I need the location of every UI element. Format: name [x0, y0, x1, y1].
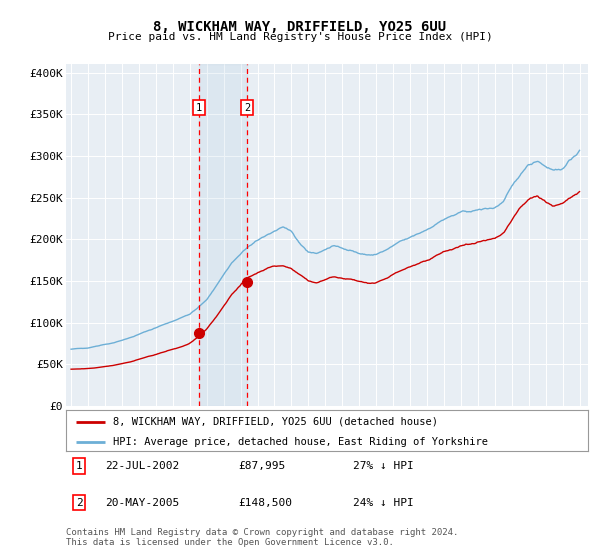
Text: 2: 2	[76, 498, 82, 507]
Text: 24% ↓ HPI: 24% ↓ HPI	[353, 498, 414, 507]
Bar	[199, 64, 247, 406]
Text: 22-JUL-2002: 22-JUL-2002	[105, 461, 179, 471]
Text: £148,500: £148,500	[238, 498, 292, 507]
Text: 8, WICKHAM WAY, DRIFFIELD, YO25 6UU: 8, WICKHAM WAY, DRIFFIELD, YO25 6UU	[154, 20, 446, 34]
Text: 1: 1	[76, 461, 82, 471]
Text: 20-MAY-2005: 20-MAY-2005	[105, 498, 179, 507]
Text: Price paid vs. HM Land Registry's House Price Index (HPI): Price paid vs. HM Land Registry's House …	[107, 32, 493, 42]
Text: 1: 1	[196, 102, 202, 113]
Text: £87,995: £87,995	[238, 461, 286, 471]
Text: 27% ↓ HPI: 27% ↓ HPI	[353, 461, 414, 471]
Text: Contains HM Land Registry data © Crown copyright and database right 2024.
This d: Contains HM Land Registry data © Crown c…	[66, 528, 458, 547]
Text: 2: 2	[244, 102, 250, 113]
Text: HPI: Average price, detached house, East Riding of Yorkshire: HPI: Average price, detached house, East…	[113, 437, 488, 447]
Text: 8, WICKHAM WAY, DRIFFIELD, YO25 6UU (detached house): 8, WICKHAM WAY, DRIFFIELD, YO25 6UU (det…	[113, 417, 438, 427]
